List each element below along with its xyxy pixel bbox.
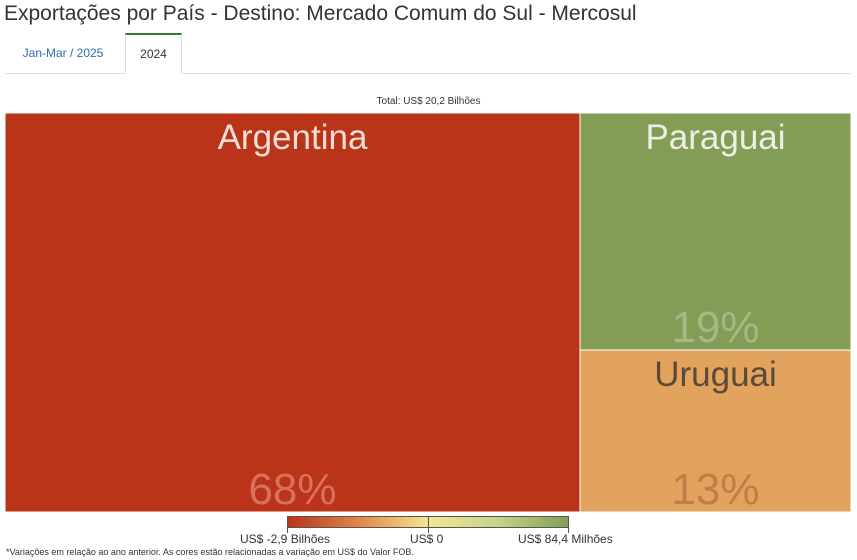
treemap-cell-uruguai[interactable]: Uruguai 13% <box>579 349 852 514</box>
legend-tick-min <box>287 516 288 533</box>
tab-jan-mar-2025[interactable]: Jan-Mar / 2025 <box>22 46 104 60</box>
page-title: Exportações por País - Destino: Mercado … <box>4 2 637 25</box>
treemap-label-argentina: Argentina <box>218 118 368 157</box>
treemap-share-uruguai: 13% <box>671 465 759 514</box>
legend-max-label: US$ 84,4 Milhões <box>518 532 613 546</box>
legend-tick-mid <box>428 516 429 533</box>
footnote: *Variações em relação ao ano anterior. A… <box>6 547 414 557</box>
treemap-cell-argentina[interactable]: Argentina 68% <box>4 112 581 514</box>
treemap-rect-paraguai <box>579 112 852 351</box>
treemap-rect-uruguai <box>579 349 852 513</box>
treemap-share-paraguai: 19% <box>671 303 759 352</box>
legend-tick-max <box>568 516 569 533</box>
treemap-share-argentina: 68% <box>248 465 336 514</box>
treemap-label-paraguai: Paraguai <box>645 118 785 157</box>
treemap-label-uruguai: Uruguai <box>654 355 777 394</box>
tab-2024[interactable]: 2024 <box>125 33 182 74</box>
period-tabs: Jan-Mar / 2025 2024 <box>5 33 851 74</box>
treemap-cell-paraguai[interactable]: Paraguai 19% <box>579 112 852 352</box>
legend-min-label: US$ -2,9 Bilhões <box>240 532 331 546</box>
treemap-chart: Argentina 68% Paraguai 19%Uruguai 13% <box>4 112 852 514</box>
legend-mid-label: US$ 0 <box>410 532 444 546</box>
total-label: Total: US$ 20,2 Bilhões <box>376 96 481 107</box>
treemap-rect-argentina <box>4 112 581 513</box>
